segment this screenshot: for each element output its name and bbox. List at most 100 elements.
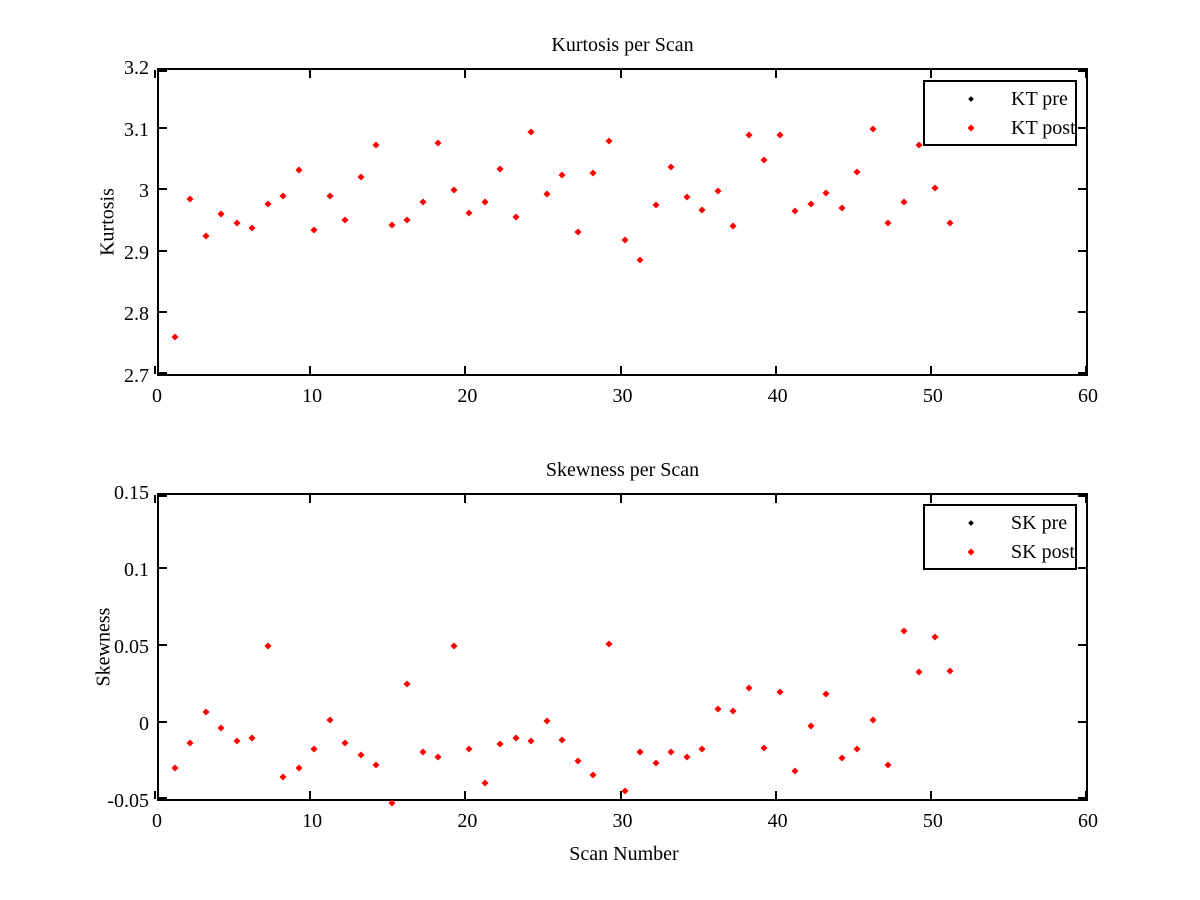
data-point [900,626,908,635]
x-axis-tick-top [309,70,312,78]
data-point [620,236,629,244]
x-axis-tick-top [309,495,312,503]
data-point [589,169,597,178]
data-point [326,192,334,200]
y-tick-label: 3.1 [124,118,149,141]
y-axis-tick [159,188,167,191]
data-point [853,745,861,753]
legend-label: KT post [1011,117,1076,139]
data-point [388,221,396,229]
x-axis-tick-top [619,70,622,78]
data-point [776,688,784,696]
data-point [403,216,411,224]
legend-box: KT pre KT post [923,80,1077,146]
data-point [838,204,846,212]
x-axis-tick [619,366,622,374]
x-tick-label: 10 [302,810,323,832]
x-axis-label: Scan Number [569,843,679,865]
data-point [698,206,706,214]
data-point [838,754,846,762]
data-point [605,640,613,648]
legend-label: SK post [1011,541,1075,563]
data-point [170,333,179,341]
data-point [388,799,396,807]
y-axis-tick [159,372,167,374]
x-tick-label: 0 [152,810,162,832]
data-point [884,760,892,769]
x-axis-tick [619,791,622,799]
y-tick-label: -0.05 [107,790,149,812]
x-axis-tick-top [1085,495,1087,503]
x-axis-tick-top [774,495,777,503]
y-axis-tick-right [1078,249,1086,252]
data-point [760,156,768,164]
data-point [434,753,442,761]
x-tick-label: 60 [1078,810,1098,832]
data-point [419,748,427,756]
x-axis-tick [464,791,467,799]
legend-label: KT pre [1011,88,1068,110]
x-axis-tick-top [929,70,932,78]
data-point [729,222,737,230]
data-point [341,216,349,224]
legend-marker [968,96,974,102]
data-point [217,210,225,218]
data-point [822,690,830,698]
data-point [915,141,923,149]
y-tick-label: 0.1 [124,559,149,581]
x-axis-tick-top [619,495,622,503]
data-point [807,722,815,730]
y-axis-tick-right [1078,311,1086,314]
y-axis-tick [159,495,167,497]
data-point [465,209,473,217]
data-point [776,131,784,139]
x-axis-tick [154,366,156,374]
x-tick-label: 10 [302,385,323,407]
data-point [574,228,582,236]
y-axis-tick [159,567,167,569]
data-point [233,219,241,227]
y-axis-tick [159,311,167,314]
x-tick-label: 40 [767,810,788,832]
data-point [450,642,458,650]
x-axis-tick [774,366,777,374]
data-point [636,748,644,756]
data-point [295,764,303,772]
data-point [574,757,582,765]
data-point [217,723,225,732]
y-axis-tick-right [1078,721,1086,723]
y-tick-label: 0.15 [114,482,149,504]
data-point [450,185,458,194]
x-axis-tick [309,366,312,374]
data-point [264,642,272,650]
data-point [558,736,566,744]
y-tick-label: 3.2 [124,57,149,79]
data-point [729,707,737,715]
data-point [822,189,830,197]
y-tick-label: 3 [139,180,149,203]
data-point [605,137,613,145]
kurtosis-plot-title: Kurtosis per Scan [551,34,694,56]
y-axis-tick-right [1078,372,1086,374]
data-point [791,207,799,215]
data-point [946,667,954,675]
y-axis-tick-right [1078,644,1086,646]
data-point [248,224,256,232]
data-point [357,173,365,181]
y-axis-tick-right [1078,70,1086,72]
data-point [915,668,923,676]
data-point [264,200,272,208]
y-tick-label: 2.9 [124,241,149,264]
data-point [745,683,753,692]
data-point [434,139,442,147]
data-point [869,716,877,724]
y-axis-tick [159,249,167,252]
data-point [698,745,706,753]
x-axis-tick [1085,366,1087,374]
data-point [310,225,318,234]
data-point [683,193,691,201]
data-point [403,680,411,688]
data-point [636,256,644,264]
data-point [869,124,877,133]
